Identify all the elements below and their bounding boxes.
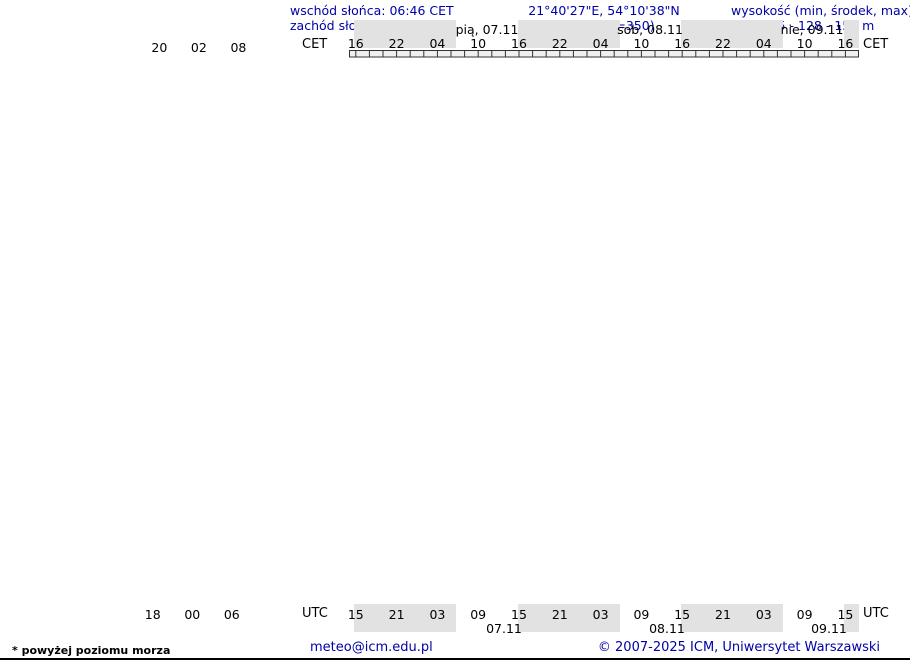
header-night-band: [844, 604, 859, 632]
cet-hour-label: 10: [796, 36, 813, 51]
sunrise-time: wschód słońca: 06:46 CET: [290, 3, 454, 18]
thumb-hour-label: 08: [230, 40, 247, 55]
utc-hour-label: 03: [429, 607, 446, 622]
header-night-band: [517, 20, 620, 48]
utc-hour-label: 03: [755, 607, 772, 622]
bottom-border: [0, 658, 910, 660]
email-link[interactable]: meteo@icm.edu.pl: [310, 640, 433, 655]
cet-hour-label: 10: [633, 36, 650, 51]
day-label: nie, 09.11: [780, 22, 844, 37]
coordinates: 21°40'27"E, 54°10'38"N: [528, 3, 680, 18]
date-label: 07.11: [486, 621, 522, 636]
utc-hour-label: 09: [633, 607, 650, 622]
utc-hour-label: 21: [388, 607, 405, 622]
utc-hour-label: 15: [837, 607, 854, 622]
header-night-band: [354, 604, 457, 632]
utc-hour-label: 09: [796, 607, 813, 622]
thumb-hour-label: 02: [190, 40, 207, 55]
utc-hour-label: 09: [470, 607, 487, 622]
date-label: 08.11: [649, 621, 685, 636]
cet-hour-label: 04: [592, 36, 609, 51]
thumb-utc-label: 00: [184, 607, 201, 622]
cet-hour-label: 16: [511, 36, 527, 51]
thumb-utc-label: 18: [144, 607, 161, 622]
cet-hour-label: 10: [470, 36, 487, 51]
cet-hour-label: 22: [715, 36, 731, 51]
cet-label-left: CET: [302, 37, 328, 52]
contact-email[interactable]: meteo@icm.edu.pl: [310, 640, 433, 655]
cet-hour-label: 22: [551, 36, 568, 51]
utc-hour-label: 15: [674, 607, 691, 622]
header-night-band: [844, 20, 859, 48]
cet-hour-label: 16: [674, 36, 691, 51]
date-label: 09.11: [811, 621, 847, 636]
cet-label-right: CET: [863, 37, 889, 52]
utc-hour-label: 15: [511, 607, 527, 622]
thumb-hour-label: 20: [151, 40, 168, 55]
time-ruler: [349, 50, 859, 58]
utc-hour-label: 21: [715, 607, 731, 622]
day-label: sob, 08.11: [617, 22, 683, 37]
utc-label-right: UTC: [863, 606, 889, 621]
cet-hour-label: 04: [755, 36, 772, 51]
copyright: © 2007-2025 ICM, Uniwersytet Warszawski: [597, 640, 880, 655]
utc-hour-label: 15: [347, 607, 364, 622]
header-night-band: [517, 604, 620, 632]
cet-hour-label: 22: [388, 36, 405, 51]
altitude-label: wysokość (min, środek, max): [731, 3, 910, 18]
day-label: pią, 07.11: [455, 22, 519, 37]
cet-hour-label: 16: [837, 36, 854, 51]
cet-hour-label: 16: [347, 36, 364, 51]
thumb-utc-label: 06: [223, 607, 240, 622]
cet-hour-label: 04: [429, 36, 446, 51]
header-night-band: [354, 20, 457, 48]
footnote: * powyżej poziomu morza: [12, 644, 171, 657]
utc-hour-label: 21: [551, 607, 568, 622]
header-night-band: [680, 604, 783, 632]
utc-hour-label: 03: [592, 607, 609, 622]
utc-label-left: UTC: [302, 606, 328, 621]
header-night-band: [680, 20, 783, 48]
